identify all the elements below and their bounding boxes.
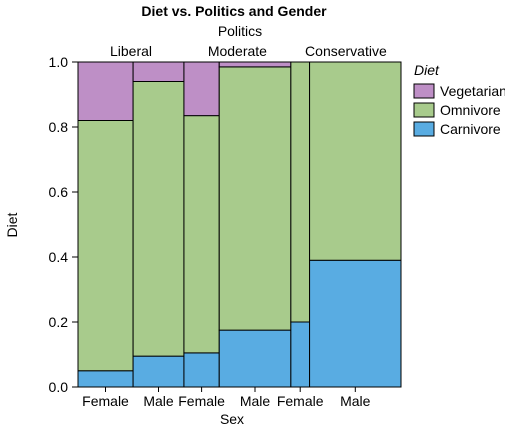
plot-frame <box>77 61 402 388</box>
x-tick-label-conservative-female: Female <box>277 393 324 409</box>
cell-moderate-female-carnivore <box>183 352 220 388</box>
y-tick-label: 0.8 <box>49 119 69 135</box>
y-tick-label: 0.4 <box>49 249 69 265</box>
x-tick-label-moderate-male: Male <box>240 393 271 409</box>
legend-label-vegetarian: Vegetarian <box>440 83 505 99</box>
cell-moderate-male-carnivore <box>218 329 292 388</box>
cell-moderate-male-omnivore <box>218 66 292 331</box>
cell-conservative-female-carnivore <box>290 321 311 388</box>
y-axis: 0.0 0.2 0.4 0.6 0.8 1.0 <box>49 54 78 395</box>
cell-liberal-female-carnivore <box>77 370 134 388</box>
legend-label-omnivore: Omnivore <box>440 102 501 118</box>
politics-label-conservative: Conservative <box>305 43 387 59</box>
mosaic-cells <box>77 61 402 388</box>
y-tick-label: 0.2 <box>49 314 69 330</box>
chart-title: Diet vs. Politics and Gender <box>141 3 327 19</box>
legend-swatch-vegetarian <box>413 83 435 99</box>
cell-moderate-female-vegetarian <box>183 61 220 117</box>
y-tick-label: 0.0 <box>49 379 69 395</box>
x-tick-label-moderate-female: Female <box>178 393 225 409</box>
cell-conservative-female-omnivore <box>290 61 311 323</box>
politics-group-labels: Liberal Moderate Conservative <box>110 43 387 59</box>
legend: Diet Vegetarian Omnivore Carnivore <box>413 62 505 137</box>
legend-label-carnivore: Carnivore <box>440 121 501 137</box>
politics-label-moderate: Moderate <box>208 43 267 59</box>
x-axis-label: Sex <box>220 411 244 427</box>
cell-liberal-male-vegetarian <box>132 61 185 82</box>
y-axis-label: Diet <box>4 212 20 237</box>
x-tick-label-liberal-male: Male <box>143 393 174 409</box>
legend-title: Diet <box>414 62 440 78</box>
cell-moderate-male-vegetarian <box>218 61 292 68</box>
cell-liberal-female-omnivore <box>77 120 134 372</box>
cell-conservative-male-carnivore <box>309 259 402 388</box>
politics-label-liberal: Liberal <box>110 43 152 59</box>
x-tick-label-conservative-male: Male <box>340 393 371 409</box>
legend-swatch-carnivore <box>413 121 435 137</box>
x-axis: Female Male Female Male Female Male <box>82 387 371 409</box>
y-tick-label: 1.0 <box>49 54 69 70</box>
plot-border <box>77 61 402 388</box>
x-tick-label-liberal-female: Female <box>82 393 129 409</box>
top-group-label: Politics <box>218 23 262 39</box>
cell-liberal-female-vegetarian <box>77 61 134 121</box>
cell-conservative-male-omnivore <box>309 61 402 261</box>
cell-moderate-female-omnivore <box>183 115 220 354</box>
cell-liberal-male-carnivore <box>132 355 185 388</box>
y-tick-label: 0.6 <box>49 184 69 200</box>
cell-liberal-male-omnivore <box>132 81 185 357</box>
legend-swatch-omnivore <box>413 102 435 118</box>
